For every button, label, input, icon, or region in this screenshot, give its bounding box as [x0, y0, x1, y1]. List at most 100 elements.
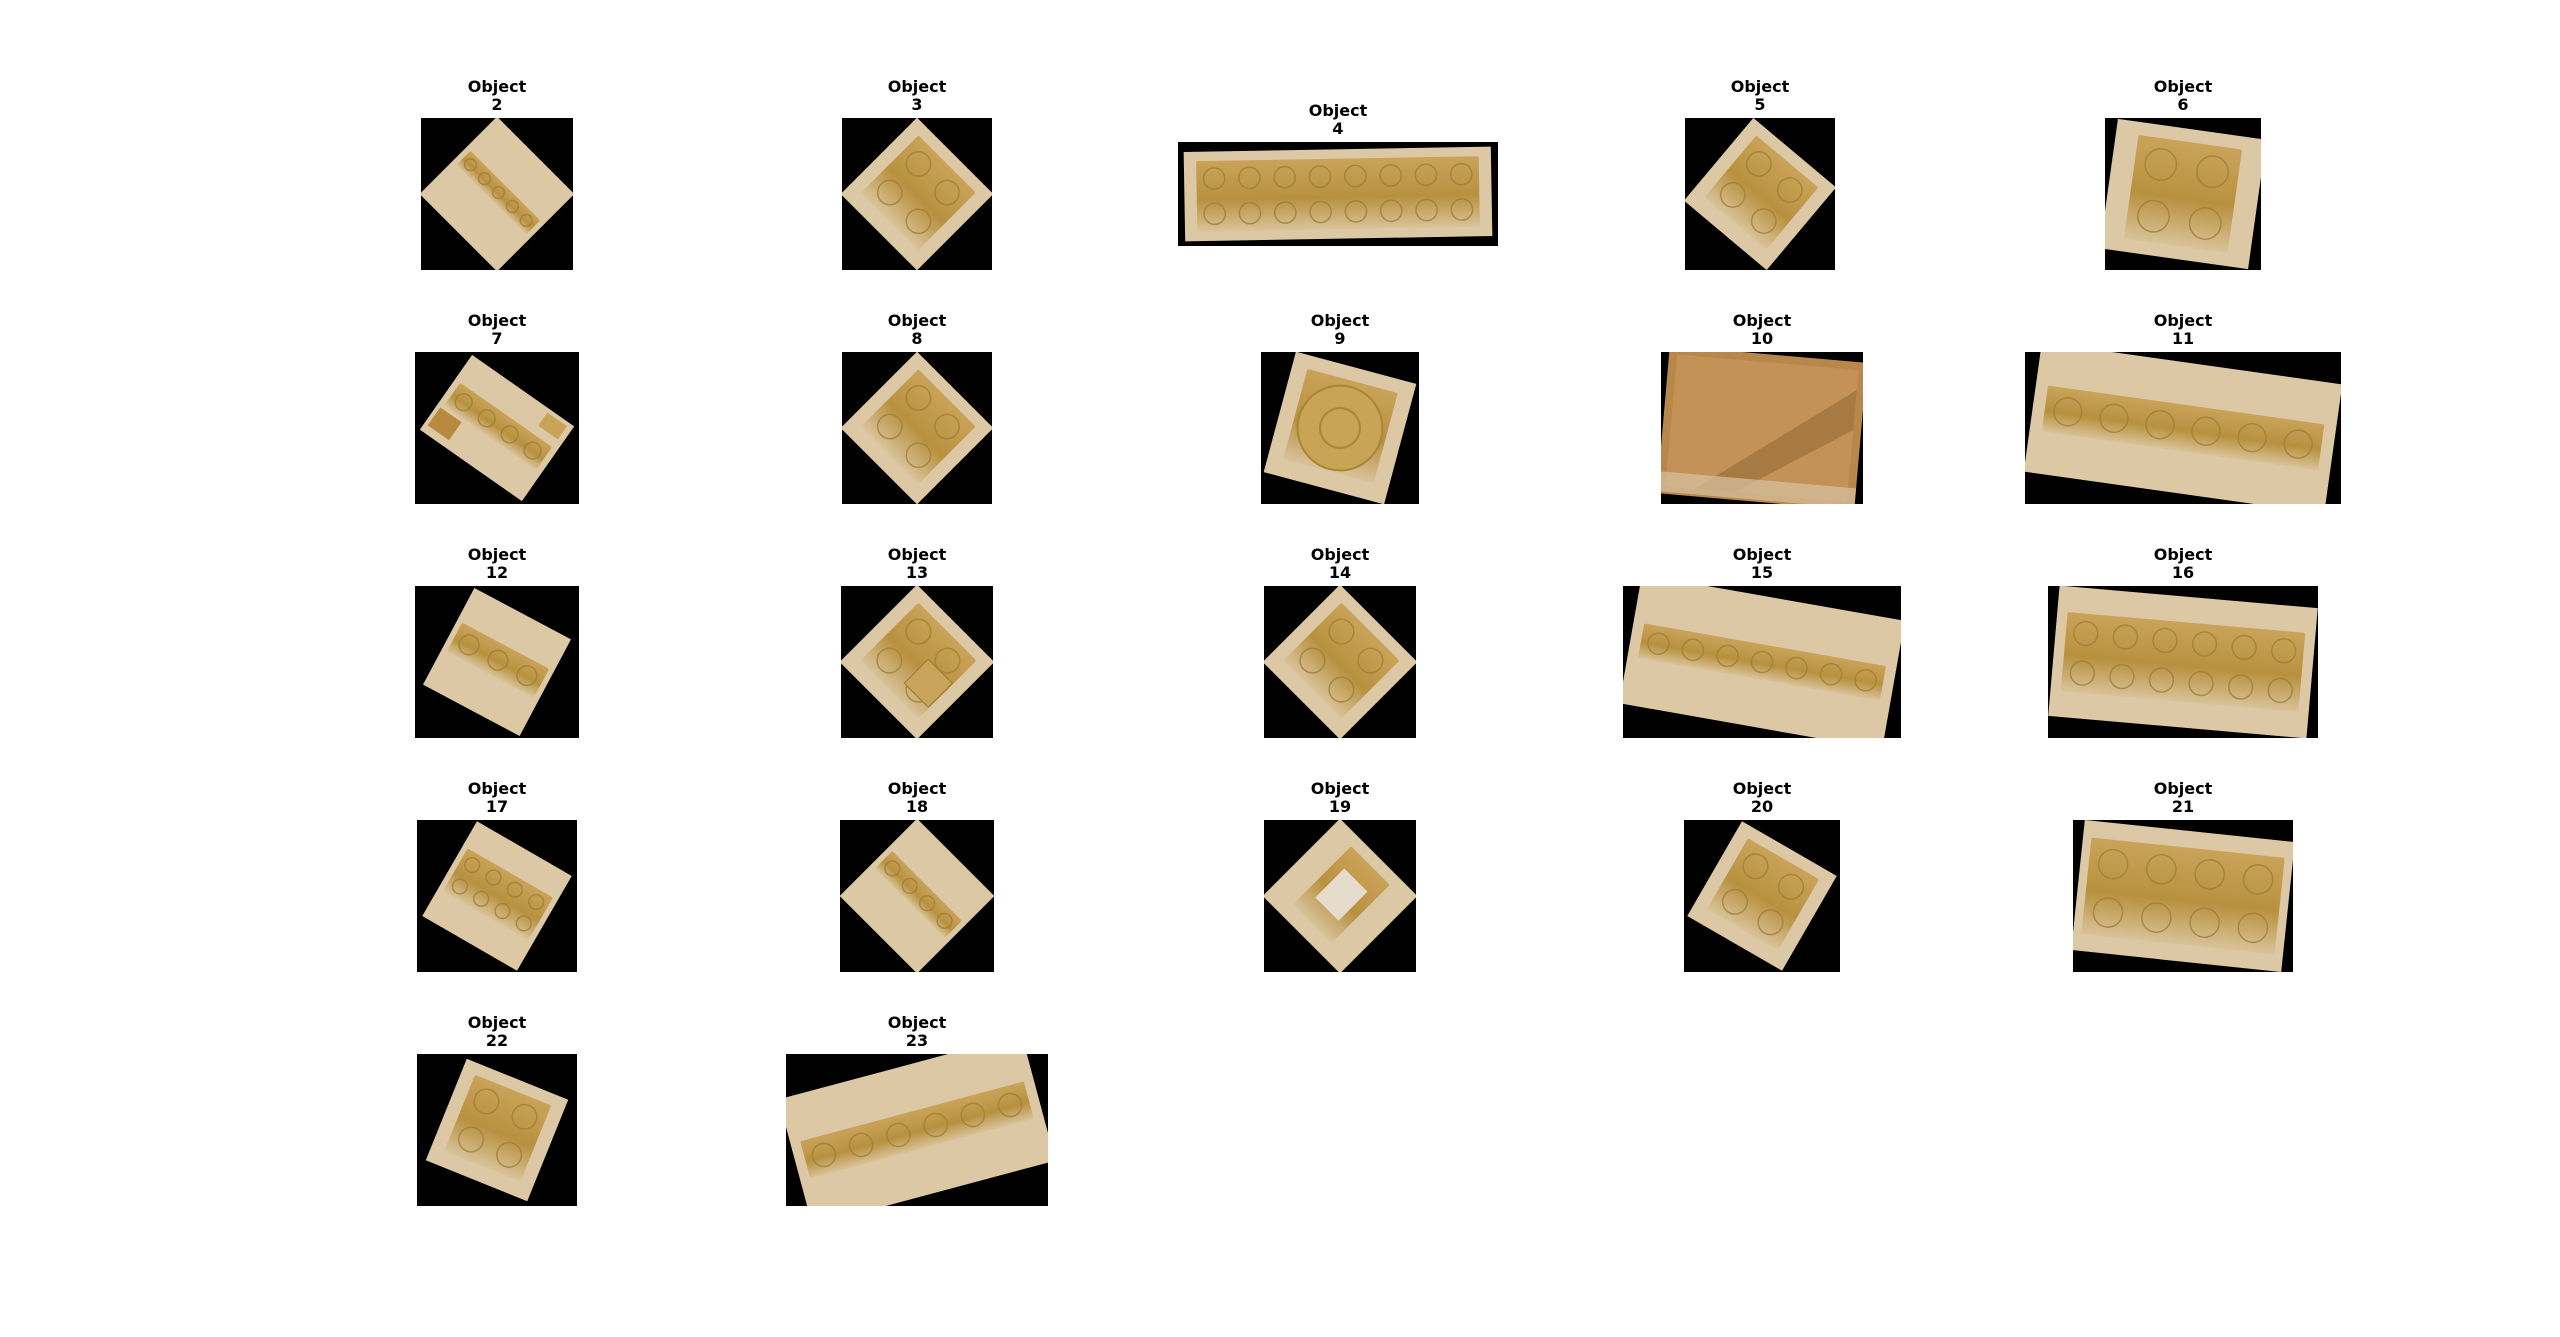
object-thumbnail [415, 586, 579, 738]
object-title-number: 13 [905, 563, 929, 582]
lego-brick-image [842, 352, 992, 504]
lego-brick-image [786, 1054, 1048, 1206]
object-thumbnail [2073, 820, 2293, 972]
object-title-label: Object [2153, 779, 2213, 798]
object-title-label: Object [467, 77, 527, 96]
object-title-label: Object [887, 1013, 947, 1032]
object-cell: Object 10 [1661, 312, 1863, 504]
object-title-label: Object [887, 77, 947, 96]
object-title-number: 23 [905, 1031, 929, 1050]
object-thumbnail [1264, 586, 1416, 738]
object-cell: Object 15 [1623, 546, 1901, 738]
lego-brick-image [840, 820, 994, 972]
object-thumbnail [842, 118, 992, 270]
object-title-label: Object [467, 779, 527, 798]
object-title-number: 7 [491, 329, 503, 348]
object-title-number: 8 [911, 329, 923, 348]
lego-brick-image [1661, 352, 1863, 504]
object-thumbnail [1178, 142, 1498, 246]
object-cell: Object 14 [1264, 546, 1416, 738]
object-cell: Object 20 [1684, 780, 1840, 972]
lego-brick-image [1623, 586, 1901, 738]
object-title-number: 15 [1750, 563, 1774, 582]
object-title-number: 21 [2171, 797, 2195, 816]
object-title-number: 12 [485, 563, 509, 582]
object-title-label: Object [467, 1013, 527, 1032]
object-cell: Object 13 [841, 546, 993, 738]
object-thumbnail [1661, 352, 1863, 504]
object-cell: Object 19 [1264, 780, 1416, 972]
object-thumbnail [1261, 352, 1419, 504]
object-thumbnail [840, 820, 994, 972]
object-thumbnail [842, 352, 992, 504]
object-thumbnail [1684, 820, 1840, 972]
object-thumbnail [1685, 118, 1835, 270]
object-cell: Object 7 [415, 312, 579, 504]
object-thumbnail [841, 586, 993, 738]
object-cell: Object 8 [842, 312, 992, 504]
object-cell: Object 12 [415, 546, 579, 738]
lego-brick-image [1264, 586, 1416, 738]
lego-brick-image [421, 118, 573, 270]
object-title-number: 19 [1328, 797, 1352, 816]
object-title-label: Object [887, 545, 947, 564]
object-title-label: Object [1732, 779, 1792, 798]
object-cell: Object 4 [1178, 102, 1498, 246]
object-title-number: 18 [905, 797, 929, 816]
object-title-number: 9 [1334, 329, 1346, 348]
object-title-label: Object [2153, 545, 2213, 564]
object-title-number: 10 [1750, 329, 1774, 348]
object-title-number: 4 [1332, 119, 1344, 138]
lego-brick-image [842, 118, 992, 270]
object-title-label: Object [2153, 77, 2213, 96]
object-title-label: Object [2153, 311, 2213, 330]
object-cell: Object 21 [2073, 780, 2293, 972]
lego-brick-image [422, 587, 572, 737]
object-thumbnail [1623, 586, 1901, 738]
object-thumbnail [415, 352, 579, 504]
lego-brick-image [841, 586, 993, 738]
object-title-label: Object [887, 311, 947, 330]
object-cell: Object 16 [2048, 546, 2318, 738]
lego-brick-image [2025, 352, 2341, 504]
object-thumbnail [417, 1054, 577, 1206]
lego-brick-image [2048, 586, 2318, 738]
object-cell: Object 9 [1261, 312, 1419, 504]
object-title-label: Object [1310, 545, 1370, 564]
object-title-number: 16 [2171, 563, 2195, 582]
object-cell: Object 17 [417, 780, 577, 972]
object-cell: Object 6 [2105, 78, 2261, 270]
object-cell: Object 2 [421, 78, 573, 270]
lego-brick-image [1263, 352, 1417, 504]
object-title-number: 3 [911, 95, 923, 114]
object-cell: Object 22 [417, 1014, 577, 1206]
object-title-label: Object [1732, 545, 1792, 564]
object-thumbnail [1264, 820, 1416, 972]
lego-brick-image [1685, 118, 1835, 270]
lego-brick-image [419, 354, 575, 502]
lego-brick-image [1687, 821, 1837, 971]
object-cell: Object 5 [1685, 78, 1835, 270]
object-title-label: Object [1308, 101, 1368, 120]
object-title-label: Object [1310, 311, 1370, 330]
object-title-number: 2 [491, 95, 503, 114]
object-cell: Object 23 [786, 1014, 1048, 1206]
object-title-number: 22 [485, 1031, 509, 1050]
object-title-number: 14 [1328, 563, 1352, 582]
object-title-label: Object [1730, 77, 1790, 96]
lego-brick-image [1264, 820, 1416, 972]
object-thumbnail [2105, 118, 2261, 270]
object-title-number: 17 [485, 797, 509, 816]
object-title-label: Object [1732, 311, 1792, 330]
object-cell: Object 3 [842, 78, 992, 270]
object-title-label: Object [1310, 779, 1370, 798]
object-thumbnail [421, 118, 573, 270]
lego-brick-image [1183, 146, 1493, 242]
lego-brick-image [422, 821, 572, 971]
object-thumbnail [417, 820, 577, 972]
object-title-number: 20 [1750, 797, 1774, 816]
object-title-number: 11 [2171, 329, 2195, 348]
object-thumbnail [2025, 352, 2341, 504]
object-thumbnail [2048, 586, 2318, 738]
object-title-number: 6 [2177, 95, 2189, 114]
